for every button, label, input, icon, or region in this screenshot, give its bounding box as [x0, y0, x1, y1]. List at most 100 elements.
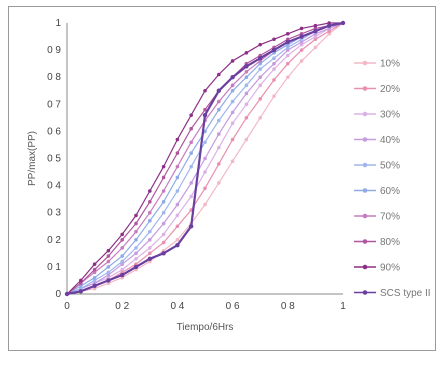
- legend-label: 10%: [380, 59, 400, 70]
- data-point: [175, 164, 180, 169]
- data-point: [272, 61, 276, 66]
- data-point: [272, 94, 276, 98]
- data-point: [106, 270, 111, 275]
- legend-label: 60%: [380, 186, 400, 197]
- data-point: [258, 75, 262, 79]
- data-point: [134, 229, 138, 234]
- series-8: [65, 21, 345, 296]
- data-point: [161, 232, 166, 237]
- data-point: [327, 32, 332, 36]
- legend-entry: SCS type II: [354, 288, 431, 299]
- series-4: [65, 21, 345, 296]
- data-point: [258, 56, 263, 61]
- data-point: [161, 210, 166, 215]
- y-tick-label: 0 7: [47, 99, 61, 110]
- data-point: [258, 61, 262, 66]
- y-tick-label: 0 6: [47, 126, 61, 137]
- y-tick-label: 0 8: [47, 72, 61, 83]
- legend-swatch-marker: [362, 60, 368, 66]
- data-point: [216, 88, 221, 93]
- plot-axes: [66, 23, 343, 295]
- x-tick-label: 1: [340, 301, 346, 312]
- data-point: [286, 75, 290, 79]
- data-point: [299, 34, 304, 39]
- legend-entry: 60%: [354, 186, 400, 197]
- data-point: [230, 75, 235, 80]
- data-point: [106, 259, 111, 264]
- data-point: [92, 275, 97, 280]
- data-point: [120, 238, 124, 242]
- data-point: [217, 118, 221, 123]
- legend-swatch-marker: [362, 188, 368, 193]
- data-point: [286, 53, 290, 58]
- data-point: [148, 219, 152, 223]
- data-point: [106, 273, 111, 277]
- data-point: [189, 224, 194, 229]
- legend-swatch-marker: [362, 137, 368, 142]
- legend-entry: 80%: [354, 237, 400, 248]
- chart-frame: 0 0 2 0 4 0 6 0 8 1 0 0 1 0 2 0 3 0 4 0 5 0 6 0 7 0 8 0…: [8, 6, 436, 351]
- data-point: [271, 47, 277, 53]
- data-point: [148, 229, 152, 234]
- data-point: [244, 51, 249, 55]
- data-point: [120, 254, 124, 258]
- data-point: [258, 97, 262, 101]
- data-point: [203, 170, 207, 174]
- data-point: [134, 238, 138, 242]
- data-point: [189, 164, 193, 169]
- legend-swatch-marker: [362, 162, 368, 168]
- data-point: [134, 256, 138, 261]
- data-point: [120, 259, 124, 264]
- data-point: [133, 264, 139, 270]
- series-layer: [64, 20, 346, 297]
- data-point: [175, 151, 180, 155]
- data-point: [189, 140, 193, 145]
- tick-labels: 0 0 2 0 4 0 6 0 8 1 0 0 1 0 2 0 3 0 4 0 5 0 6 0 7 0 8 0…: [47, 18, 346, 312]
- data-point: [244, 91, 249, 96]
- data-point: [120, 246, 124, 250]
- data-point: [327, 29, 332, 33]
- data-point: [161, 221, 166, 226]
- data-point: [189, 126, 193, 131]
- legend-label: 50%: [380, 161, 400, 172]
- data-point: [106, 278, 111, 283]
- data-point: [175, 238, 180, 242]
- data-point: [258, 116, 262, 120]
- data-point: [217, 132, 221, 136]
- legend-entry: 70%: [354, 212, 400, 223]
- data-point: [230, 137, 235, 142]
- data-point: [161, 175, 166, 180]
- y-tick-label: 1: [55, 18, 61, 29]
- data-point: [299, 48, 304, 52]
- data-point: [217, 99, 221, 104]
- legend-swatch-marker: [362, 86, 368, 91]
- data-point: [313, 28, 318, 34]
- data-point: [203, 88, 207, 93]
- legend-label: SCS type II: [380, 288, 431, 299]
- data-point: [120, 262, 124, 266]
- legend-entry: 50%: [354, 161, 400, 172]
- data-point: [299, 26, 304, 31]
- data-point: [217, 145, 221, 150]
- data-point: [78, 289, 84, 294]
- data-point: [148, 238, 152, 242]
- data-point: [161, 189, 166, 193]
- data-point: [148, 246, 152, 250]
- data-point: [189, 194, 193, 199]
- y-tick-label: 0 3: [47, 208, 61, 219]
- data-point: [313, 23, 318, 28]
- data-point: [244, 137, 249, 142]
- series-10: [64, 20, 346, 297]
- legend-entry: 90%: [354, 263, 400, 274]
- data-point: [217, 107, 221, 112]
- data-point: [230, 88, 235, 93]
- x-tick-label: 0 4: [170, 301, 184, 312]
- data-point: [106, 254, 111, 258]
- data-point: [189, 151, 193, 155]
- legend-label: 90%: [380, 263, 400, 274]
- data-point: [175, 137, 180, 142]
- data-point: [202, 112, 208, 118]
- data-point: [175, 224, 180, 229]
- data-point: [258, 42, 262, 47]
- x-axis-label: Tiempo/6Hrs: [177, 322, 234, 333]
